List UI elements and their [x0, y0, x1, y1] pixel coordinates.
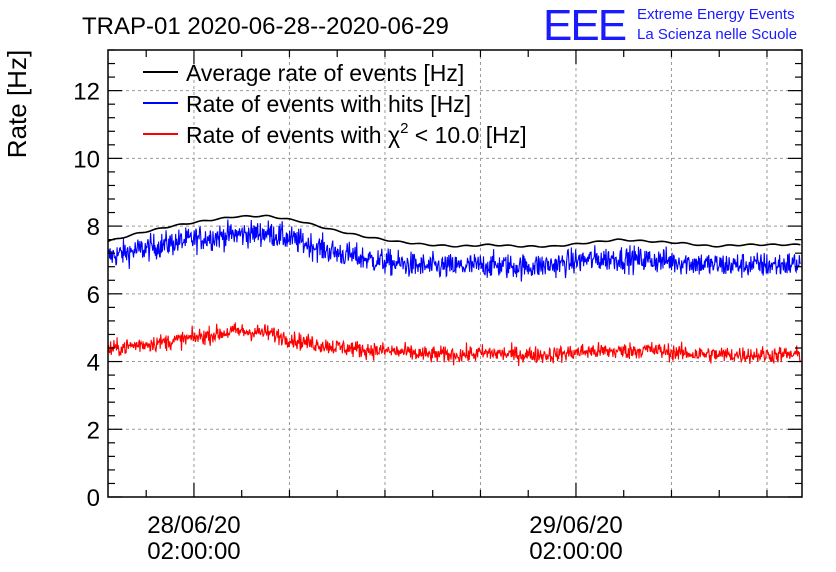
legend-chi2-suffix: < 10.0 [Hz]: [408, 122, 526, 148]
y-tick-label: 12: [73, 79, 100, 106]
x-tick-label-time: 02:00:00: [529, 538, 622, 565]
series-hits-line: [107, 219, 801, 282]
series-chi2-line: [107, 322, 801, 367]
y-tick-label: 6: [87, 282, 100, 309]
chart-title: TRAP-01 2020-06-28--2020-06-29: [82, 13, 449, 40]
y-tick-label: 10: [73, 146, 100, 173]
y-tick-labels: 0 2 4 6 8 10 12: [73, 79, 100, 512]
series-layer: [107, 214, 801, 367]
series-average-line: [107, 214, 801, 248]
plot-frame: [107, 49, 803, 498]
x-tick-label-date: 29/06/20: [529, 512, 622, 539]
y-tick-label: 8: [87, 214, 100, 241]
x-tick-label-time: 02:00:00: [147, 538, 240, 565]
legend-entry-chi2: Rate of events with χ2 < 10.0 [Hz]: [186, 120, 527, 148]
legend-chi2-prefix: Rate of events with χ: [186, 122, 400, 148]
grid-lines: [108, 50, 802, 497]
axis-ticks: [108, 49, 802, 498]
org-name-line2: La Scienza nelle Scuole: [637, 26, 797, 43]
y-tick-label: 4: [87, 350, 100, 377]
eee-logo: EEE: [543, 1, 626, 50]
legend-chi2-sup: 2: [400, 120, 408, 137]
x-tick-label-date: 28/06/20: [147, 512, 240, 539]
y-axis-label: Rate [Hz]: [2, 50, 32, 158]
y-tick-label: 2: [87, 417, 100, 444]
legend: Average rate of events [Hz] Rate of even…: [143, 60, 527, 148]
legend-entry-average: Average rate of events [Hz]: [186, 60, 464, 86]
legend-entry-hits: Rate of events with hits [Hz]: [186, 91, 471, 117]
org-name-line1: Extreme Energy Events: [637, 6, 795, 23]
y-tick-label: 0: [87, 485, 100, 512]
